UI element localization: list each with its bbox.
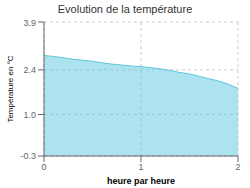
svg-text:Température en °C: Température en °C [8, 55, 15, 122]
svg-text:1: 1 [138, 162, 143, 172]
svg-text:0: 0 [41, 162, 46, 172]
html-text:Evolution de la température: Evolution de la température [57, 3, 193, 15]
svg-text:1.0: 1.0 [23, 110, 36, 120]
svg-text:2: 2 [235, 162, 240, 172]
svg-text:heure par heure: heure par heure [107, 176, 175, 186]
svg-text:-0.3: -0.3 [20, 151, 36, 161]
svg-text:3.9: 3.9 [23, 18, 36, 28]
svg-text:2.4: 2.4 [23, 65, 36, 75]
